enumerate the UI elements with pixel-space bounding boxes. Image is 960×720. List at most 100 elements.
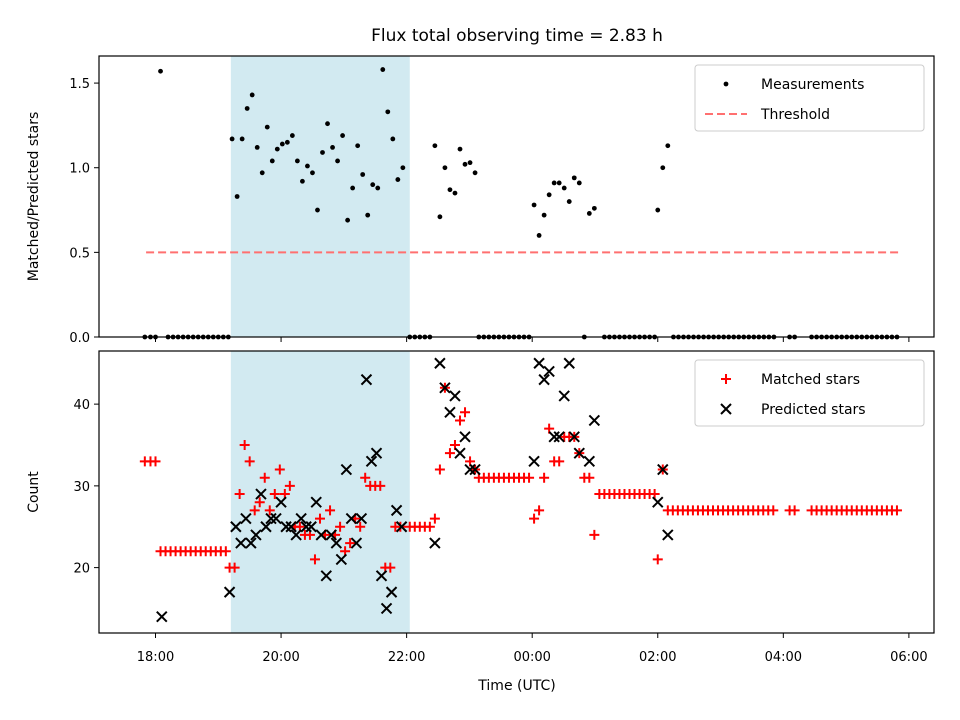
legend-label: Threshold bbox=[760, 107, 830, 123]
data-point bbox=[270, 512, 282, 525]
data-point bbox=[255, 488, 267, 500]
data-point bbox=[239, 440, 250, 450]
y-tick-label: 30 bbox=[73, 480, 90, 495]
y-tick-label: 20 bbox=[73, 562, 90, 577]
legend-marker bbox=[723, 81, 729, 87]
data-point bbox=[355, 512, 368, 525]
data-point bbox=[360, 373, 373, 386]
data-point bbox=[239, 136, 245, 142]
data-point bbox=[467, 160, 473, 166]
data-point bbox=[259, 170, 265, 176]
data-point bbox=[561, 185, 567, 191]
data-point bbox=[375, 570, 388, 582]
data-point bbox=[546, 192, 552, 198]
data-point bbox=[335, 553, 348, 566]
data-point bbox=[652, 496, 664, 508]
data-point bbox=[305, 521, 317, 533]
x-tick-label: 02:00 bbox=[639, 650, 676, 665]
axes-frame bbox=[98, 350, 935, 634]
data-point bbox=[662, 529, 674, 541]
data-point bbox=[355, 143, 361, 149]
data-point bbox=[439, 382, 451, 394]
data-point bbox=[447, 187, 453, 193]
data-point bbox=[558, 390, 570, 402]
data-point bbox=[390, 504, 403, 517]
data-point bbox=[652, 554, 663, 565]
data-point bbox=[265, 512, 277, 525]
data-point bbox=[449, 390, 461, 402]
data-point bbox=[365, 455, 378, 468]
legend-marker bbox=[720, 403, 732, 415]
data-point bbox=[259, 472, 270, 483]
data-point bbox=[289, 133, 295, 138]
data-point bbox=[150, 456, 161, 467]
data-point bbox=[591, 205, 597, 211]
data-point bbox=[355, 521, 366, 532]
chart-title: Flux total observing time = 2.83 h bbox=[371, 26, 663, 46]
data-point bbox=[434, 464, 445, 475]
data-point bbox=[563, 357, 575, 369]
data-point bbox=[533, 357, 545, 369]
data-point bbox=[385, 586, 398, 598]
data-point bbox=[583, 455, 596, 468]
data-point bbox=[370, 182, 376, 188]
data-point bbox=[566, 199, 572, 204]
data-point bbox=[230, 521, 242, 533]
data-point bbox=[330, 145, 335, 150]
data-point bbox=[365, 212, 371, 218]
data-point bbox=[529, 513, 540, 524]
data-point bbox=[452, 190, 458, 196]
series-matched-stars bbox=[139, 382, 902, 573]
data-point bbox=[320, 150, 325, 155]
data-point bbox=[269, 489, 280, 500]
data-point bbox=[424, 521, 435, 532]
data-point bbox=[314, 513, 325, 524]
data-point bbox=[310, 496, 322, 508]
x-axis-label: Time (UTC) bbox=[477, 678, 555, 694]
data-point bbox=[400, 165, 406, 171]
data-point bbox=[469, 463, 481, 476]
data-point bbox=[891, 505, 902, 516]
data-point bbox=[375, 185, 381, 191]
data-point bbox=[274, 464, 285, 475]
data-point bbox=[571, 175, 577, 181]
data-point bbox=[429, 537, 441, 549]
counts-panel: 20 30 40 18:00 20:00 22:00 00:00 02:00 04:00 06:0… bbox=[26, 350, 935, 665]
data-point bbox=[660, 165, 666, 171]
data-point bbox=[528, 455, 540, 468]
legend-label: Measurements bbox=[761, 77, 864, 93]
data-point bbox=[325, 121, 330, 127]
data-point bbox=[245, 537, 257, 549]
data-point bbox=[254, 497, 265, 508]
legend-label: Matched stars bbox=[761, 372, 860, 388]
x-tick-label: 20:00 bbox=[262, 650, 299, 665]
data-point bbox=[539, 472, 550, 483]
x-tick-label: 04:00 bbox=[765, 650, 802, 665]
data-point bbox=[223, 586, 236, 598]
data-point bbox=[588, 414, 601, 427]
legend: Matched stars Predicted stars bbox=[694, 359, 925, 427]
axes-frame bbox=[98, 55, 935, 338]
data-point bbox=[385, 562, 396, 573]
y-tick-label: 0.5 bbox=[69, 246, 90, 261]
data-point bbox=[429, 513, 440, 524]
data-point bbox=[315, 529, 327, 541]
x-tick-label: 00:00 bbox=[513, 650, 550, 665]
data-point bbox=[360, 472, 371, 483]
data-point bbox=[665, 143, 671, 149]
data-point bbox=[584, 472, 595, 483]
data-point bbox=[244, 106, 250, 111]
data-point bbox=[385, 109, 391, 115]
data-point bbox=[472, 170, 478, 176]
data-point bbox=[548, 431, 560, 443]
data-point bbox=[531, 202, 537, 208]
data-point bbox=[240, 512, 252, 525]
data-point bbox=[390, 136, 396, 142]
data-point bbox=[444, 406, 456, 419]
x-tick-label: 22:00 bbox=[388, 650, 425, 665]
data-point bbox=[459, 431, 471, 443]
data-point bbox=[300, 521, 312, 533]
y-axis-label: Matched/Predicted stars bbox=[26, 112, 42, 282]
data-point bbox=[158, 68, 163, 74]
